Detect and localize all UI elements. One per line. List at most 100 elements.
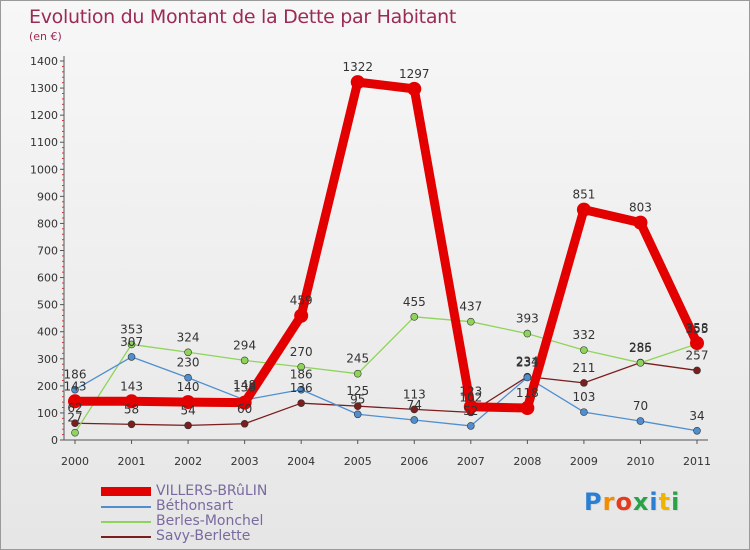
data-label: 60 [237, 402, 252, 416]
data-point [71, 428, 79, 437]
y-tick-label: 700 [37, 245, 58, 258]
y-tick-label: 200 [37, 380, 58, 393]
data-label: 324 [177, 330, 200, 344]
data-point [124, 394, 139, 409]
data-point [350, 75, 365, 90]
data-label: 437 [459, 300, 482, 314]
data-label: 74 [407, 398, 422, 412]
data-point [353, 410, 362, 419]
data-point [636, 359, 645, 367]
data-point [520, 401, 535, 416]
x-tick-label: 2008 [513, 455, 541, 468]
x-tick-label: 2007 [457, 455, 485, 468]
y-tick-label: 1300 [30, 82, 58, 95]
data-label: 138 [233, 381, 256, 395]
data-point [181, 395, 196, 410]
y-tick-label: 800 [37, 217, 58, 230]
logo-letter: t [658, 488, 672, 516]
data-point [68, 394, 82, 409]
y-tick-label: 400 [37, 326, 58, 339]
data-point [467, 317, 475, 326]
data-point [184, 373, 192, 382]
data-label: 332 [572, 328, 595, 342]
data-label: 286 [629, 341, 652, 355]
line-chart: 0 100 200 300 400 500 600 700 800 900 1000 1100 1200… [30, 55, 711, 468]
legend-swatch [101, 506, 151, 508]
data-point [410, 313, 419, 321]
logo-letter: i [649, 488, 659, 516]
data-label: 62 [67, 401, 82, 415]
data-point [353, 402, 362, 410]
x-tick-label: 2010 [626, 455, 654, 468]
data-point [127, 353, 136, 361]
legend-item: Savy-Berlette [101, 528, 361, 544]
data-label: 52 [463, 404, 478, 418]
data-label: 123 [459, 385, 482, 399]
data-label: 113 [403, 387, 426, 401]
legend-swatch [101, 521, 151, 523]
series-line-1 [74, 356, 698, 432]
legend-item: VILLERS-BRûLIN [101, 483, 361, 499]
y-tick-label: 1200 [30, 109, 58, 122]
data-point [297, 385, 305, 394]
data-point [523, 373, 532, 382]
data-label: 103 [572, 390, 595, 404]
data-point [127, 340, 136, 349]
data-label: 34 [689, 409, 704, 423]
data-label: 234 [516, 355, 539, 369]
data-label: 102 [459, 390, 482, 404]
series-line-2 [74, 316, 698, 434]
chart-title: Evolution du Montant de la Dette par Hab… [29, 6, 457, 28]
data-point [690, 336, 704, 351]
legend-label: Béthonsart [156, 498, 234, 514]
data-label: 27 [67, 411, 82, 425]
y-tick-label: 100 [37, 407, 58, 420]
data-label: 393 [516, 312, 539, 326]
data-point [636, 417, 645, 425]
data-label: 186 [64, 368, 87, 382]
legend-label: VILLERS-BRûLIN [156, 483, 268, 499]
proxiti-logo: Proxiti [584, 488, 680, 516]
data-label: 140 [177, 380, 200, 394]
data-point [693, 426, 701, 435]
data-label: 455 [403, 295, 426, 309]
x-tick-label: 2001 [118, 455, 146, 468]
x-tick-label: 2004 [287, 455, 315, 468]
data-label: 1297 [399, 67, 430, 81]
data-point [127, 420, 136, 429]
y-tick-label: 1100 [30, 136, 58, 149]
data-label: 307 [120, 335, 143, 349]
logo-letter: i [671, 488, 681, 516]
data-label: 136 [290, 381, 313, 395]
x-tick-label: 2003 [231, 455, 259, 468]
data-point [297, 399, 305, 407]
data-label: 211 [572, 361, 595, 375]
data-label: 95 [350, 392, 365, 406]
data-point [184, 421, 192, 430]
data-label: 143 [64, 379, 87, 393]
legend-swatch [101, 487, 151, 496]
data-point [71, 419, 79, 428]
legend-swatch [101, 536, 151, 538]
data-point [71, 385, 79, 394]
series-line-3 [74, 361, 698, 427]
data-label: 54 [180, 403, 195, 417]
data-point [693, 366, 701, 375]
data-label: 270 [290, 345, 313, 359]
x-tick-label: 2002 [174, 455, 202, 468]
y-tick-label: 1000 [30, 163, 58, 176]
data-point [467, 422, 475, 430]
data-label: 231 [516, 355, 539, 369]
x-tick-label: 2011 [683, 455, 711, 468]
y-tick-label: 1400 [30, 55, 58, 68]
data-point [407, 81, 422, 96]
data-point [580, 346, 588, 354]
data-point [297, 363, 305, 371]
data-label: 459 [290, 294, 313, 308]
data-label: 285 [629, 341, 652, 355]
legend-item: Béthonsart [101, 498, 361, 514]
data-label: 355 [686, 322, 709, 336]
x-tick-label: 2000 [61, 455, 89, 468]
data-point [463, 399, 478, 414]
